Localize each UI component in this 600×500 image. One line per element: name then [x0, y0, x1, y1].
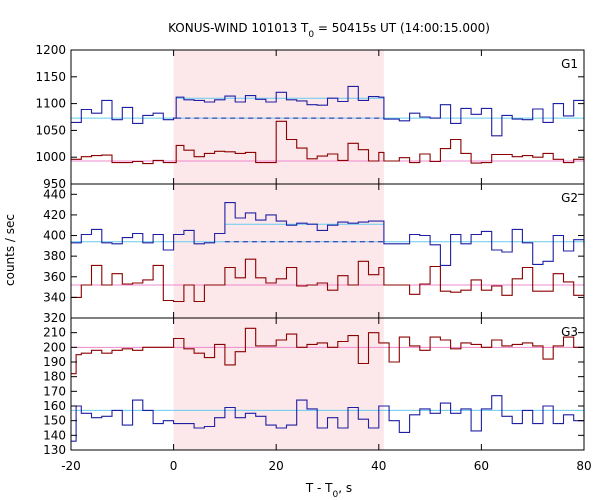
x-axis-label: T - T0, s [305, 481, 352, 500]
plot-layer: 95010001050110011501200G1320340360380400… [35, 43, 591, 473]
xtick-label: 20 [269, 459, 284, 473]
g1-ytick-label: 1050 [35, 123, 66, 137]
chart-title: KONUS-WIND 101013 T0 = 50415s UT (14:00:… [168, 21, 490, 40]
g3-ytick-label: 200 [43, 340, 66, 354]
g3-panel-label: G3 [561, 325, 578, 339]
g1-ytick-label: 1100 [35, 97, 66, 111]
g3-ytick-label: 140 [43, 428, 66, 442]
g2-ytick-label: 340 [43, 290, 66, 304]
g1-ytick-label: 1000 [35, 150, 66, 164]
g1-series-blue [71, 85, 585, 137]
g3-ytick-label: 160 [43, 399, 66, 413]
g2-ytick-label: 320 [43, 311, 66, 325]
g2-ytick-label: 420 [43, 208, 66, 222]
g1-ytick-label: 1150 [35, 70, 66, 84]
g3-series-red [71, 327, 584, 375]
g3-ytick-label: 190 [43, 355, 66, 369]
g2-ytick-label: 400 [43, 229, 66, 243]
g3-burst-shade [173, 318, 384, 450]
g3-frame [70, 317, 585, 451]
g3-ytick-label: 210 [43, 326, 66, 340]
g2-ytick-label: 380 [43, 249, 66, 263]
xtick-label: -20 [61, 459, 81, 473]
xtick-label: 60 [474, 459, 489, 473]
g2-ytick-label: 360 [43, 270, 66, 284]
g2-burst-shade [173, 184, 384, 318]
g3-ytick-label: 170 [43, 384, 66, 398]
g1-panel-label: G1 [561, 57, 578, 71]
g3-ytick-label: 180 [43, 370, 66, 384]
xtick-label: 80 [576, 459, 591, 473]
g1-ytick-label: 950 [43, 177, 66, 191]
xtick-label: 0 [170, 459, 178, 473]
g3-ytick-label: 150 [43, 414, 66, 428]
g1-series-red [71, 120, 585, 165]
g2-series-red [71, 258, 584, 303]
g3-ytick-label: 130 [43, 443, 66, 457]
g2-series-blue [71, 202, 585, 266]
g2-panel-label: G2 [561, 191, 578, 205]
g3-series-blue [71, 395, 585, 442]
g2-ytick-label: 440 [43, 187, 66, 201]
g1-burst-shade [173, 50, 384, 184]
g1-ytick-label: 1200 [35, 43, 66, 57]
xtick-label: 40 [371, 459, 386, 473]
y-axis-label: counts / sec [3, 214, 17, 286]
